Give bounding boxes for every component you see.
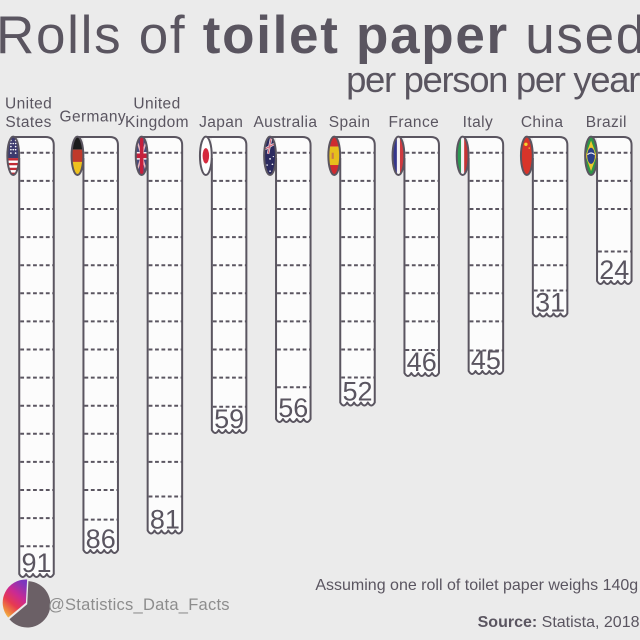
svg-text:Japan: Japan (199, 114, 243, 131)
svg-text:Australia: Australia (253, 114, 317, 131)
svg-text:Spain: Spain (329, 114, 371, 131)
svg-text:United: United (133, 95, 180, 112)
svg-text:Germany: Germany (60, 109, 127, 126)
svg-text:France: France (388, 114, 439, 131)
svg-text:United: United (5, 95, 52, 112)
svg-text:45: 45 (471, 345, 501, 375)
svg-text:91: 91 (21, 548, 51, 578)
svg-text:Italy: Italy (463, 114, 493, 131)
svg-text:China: China (521, 114, 564, 131)
svg-text:81: 81 (150, 504, 180, 534)
svg-text:24: 24 (599, 255, 629, 285)
svg-text:59: 59 (214, 404, 244, 434)
svg-text:52: 52 (342, 376, 372, 406)
svg-text:Kingdom: Kingdom (125, 114, 189, 131)
svg-text:86: 86 (86, 524, 116, 554)
svg-text:46: 46 (407, 347, 437, 377)
svg-text:31: 31 (535, 287, 565, 317)
svg-text:States: States (5, 114, 51, 131)
svg-text:Brazil: Brazil (586, 114, 627, 131)
svg-text:56: 56 (278, 393, 308, 423)
